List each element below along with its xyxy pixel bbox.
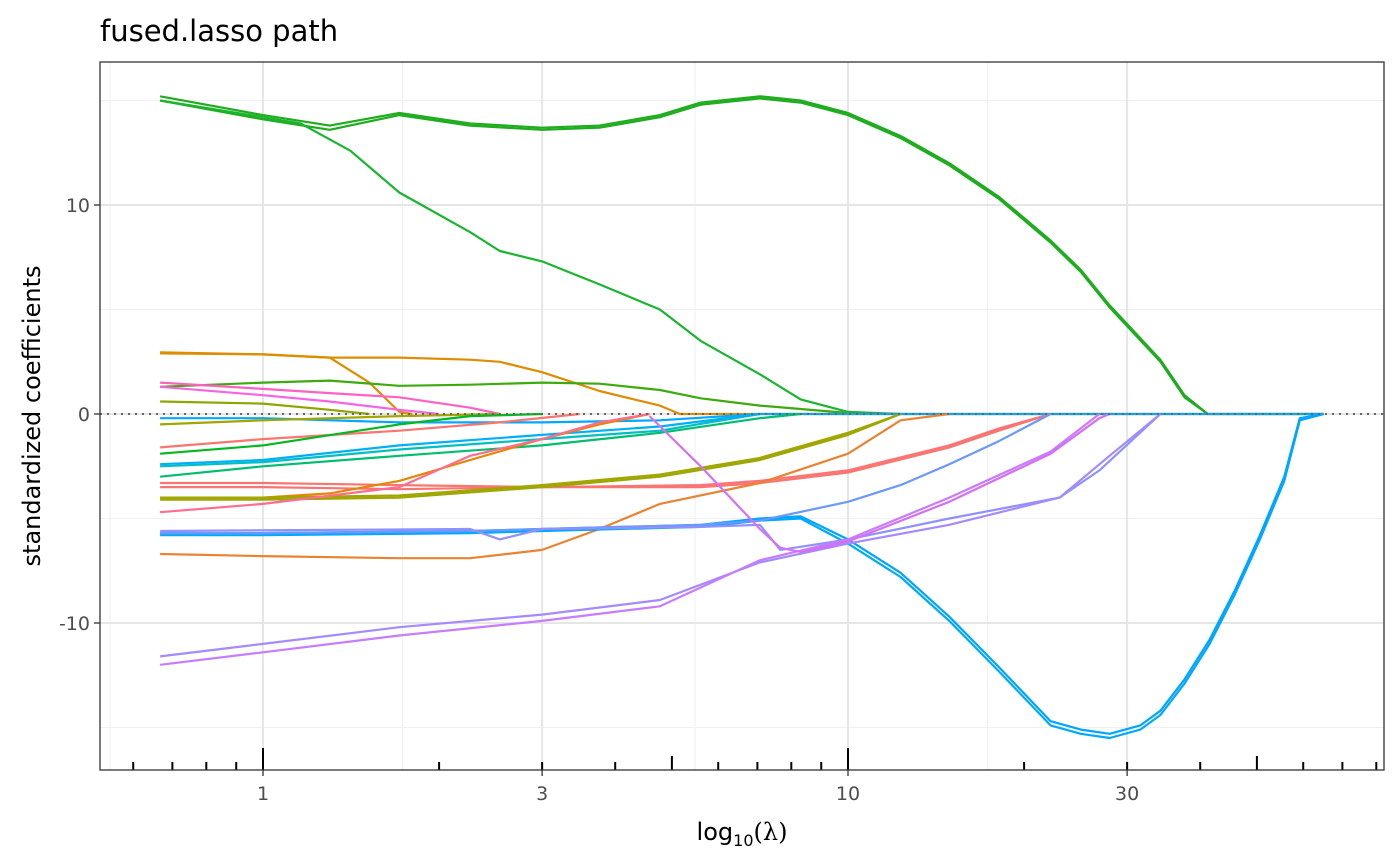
series-line-s15 bbox=[160, 412, 761, 466]
series-line-s11 bbox=[160, 412, 500, 426]
series-lines bbox=[159, 95, 1324, 740]
series-line-s13 bbox=[160, 412, 543, 455]
x-tick-label: 30 bbox=[1115, 783, 1139, 805]
series-line-s5 bbox=[160, 351, 1324, 416]
y-tick-label: -10 bbox=[59, 613, 90, 635]
x-tick-label: 10 bbox=[836, 783, 860, 805]
series-line-s26 bbox=[160, 413, 1052, 535]
series-line-s21 bbox=[160, 412, 902, 501]
series-line-s6 bbox=[160, 379, 901, 416]
plot-panel-border bbox=[99, 61, 1385, 771]
x-axis: 1 3 10 30 bbox=[257, 770, 1139, 805]
series-line-s1 bbox=[159, 95, 1209, 415]
chart-title: fused.lasso path bbox=[100, 14, 338, 48]
series-line-s29 bbox=[159, 413, 1101, 666]
series-line-s22 bbox=[160, 412, 650, 514]
series-line-s7 bbox=[160, 400, 370, 416]
y-axis-title: standardized coefficients bbox=[18, 266, 46, 567]
log-ticks bbox=[132, 748, 1378, 770]
series-line-s3 bbox=[159, 99, 901, 416]
series-line-s12 bbox=[160, 412, 580, 449]
series-line-s9 bbox=[160, 385, 440, 416]
y-tick-label: 10 bbox=[66, 195, 90, 217]
x-axis-title: log10(λ) bbox=[697, 818, 788, 850]
series-line-s20 bbox=[160, 412, 901, 499]
series-line-s17 bbox=[160, 412, 1051, 489]
y-tick-label: 0 bbox=[78, 404, 90, 426]
series-line-s28 bbox=[159, 413, 1162, 658]
y-axis: 10 0 -10 bbox=[59, 195, 100, 635]
series-line-s30 bbox=[648, 412, 1111, 553]
series-line-s8 bbox=[160, 381, 501, 416]
series-line-s16 bbox=[159, 412, 801, 478]
x-tick-label: 1 bbox=[257, 783, 269, 805]
series-line-s2 bbox=[159, 97, 1324, 416]
series-line-s18 bbox=[160, 412, 1051, 491]
x-tick-label: 3 bbox=[536, 783, 548, 805]
series-line-s14 bbox=[160, 412, 761, 468]
